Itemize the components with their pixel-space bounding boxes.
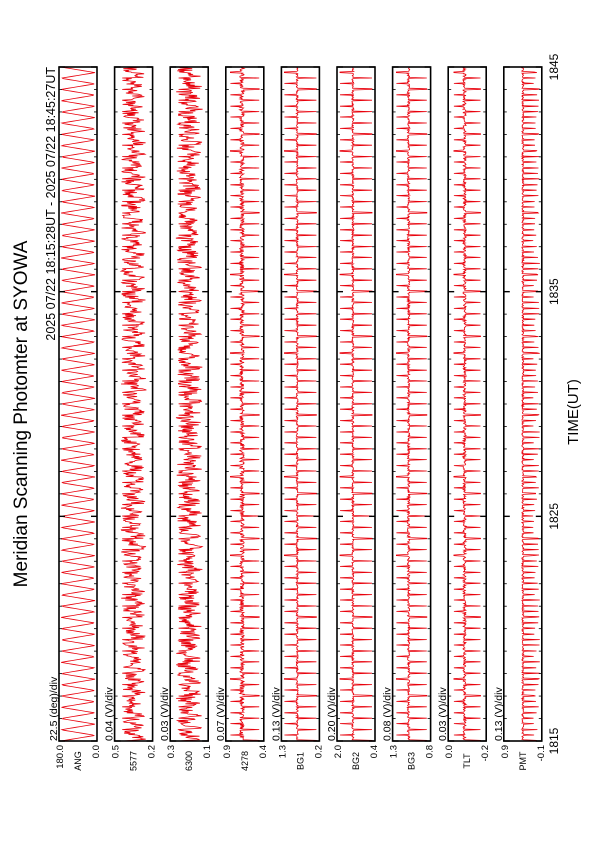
panel-scale-label: 0.13 (V)/div [493,687,505,741]
panel-ang: 22.5 (deg)/div 180.0 0.0 ANG [48,66,102,771]
y-tick-label-bottom: 0.0 [91,745,102,758]
y-tick-label-top: 0.3 [166,745,177,758]
panel-frame [58,66,98,742]
trace-bg3 [395,67,428,741]
trace-6300 [175,66,204,742]
y-tick-label-bottom: 0.8 [425,745,436,758]
panel-tlt: 0.03 (V)/div 0.0 -0.2 TLT [437,66,491,769]
panel-name-label: PMT [518,751,528,771]
panel-name-label: 6300 [184,751,194,771]
trace-pmt [520,66,541,742]
panel-6300: 0.03 (V)/div 0.3 0.1 6300 [159,66,213,771]
panel-scale-label: 0.03 (V)/div [437,687,449,741]
panel-name-label: 4278 [240,751,250,771]
panel-scale-label: 0.07 (V)/div [215,687,227,741]
chart-title: Meridian Scanning Photomter at SYOWA [11,240,32,587]
panel-name-label: BG2 [351,752,361,770]
panels-group: 22.5 (deg)/div 180.0 0.0 ANG 0.04 (V)/div 0.5… [48,66,547,771]
panel-scale-label: 22.5 (deg)/div [48,676,60,741]
trace-bg2 [339,67,373,741]
y-tick-label-top: 180.0 [55,745,66,769]
y-tick-label-top: 0.9 [222,745,233,758]
y-tick-label-top: 0.5 [111,745,122,758]
panel-pmt: 0.13 (V)/div 0.9 -0.1 PMT [493,66,547,771]
panel-name-label: BG1 [295,752,305,770]
panel-4278: 0.07 (V)/div 0.9 0.4 4278 [215,66,269,771]
time-tick-label: 1835 [547,278,561,305]
panel-name-label: BG3 [407,752,417,770]
trace-5577 [119,66,147,742]
y-tick-label-top: 1.3 [389,745,400,758]
y-tick-label-bottom: -0.2 [480,745,491,761]
y-tick-label-top: 0.0 [444,745,455,758]
trace-bg1 [283,66,317,741]
x-axis-label: TIME(UT) [565,379,582,445]
y-tick-label-bottom: 0.1 [202,745,213,758]
y-tick-label-top: 0.9 [500,745,511,758]
y-tick-label-bottom: 0.2 [313,745,324,758]
panel-frame [113,66,154,742]
time-tick-label: 1815 [547,727,561,754]
y-tick-label-bottom: 0.4 [369,745,380,758]
time-tick-label: 1845 [547,53,561,80]
trace-4278 [229,66,260,741]
y-tick-label-bottom: -0.1 [536,745,547,761]
trace-ang [60,66,96,742]
panel-scale-label: 0.04 (V)/div [104,687,116,741]
panel-name-label: 5577 [129,751,139,771]
time-tick-label: 1825 [547,503,561,530]
panel-scale-label: 0.20 (V)/div [326,687,338,741]
time-axis-ticks: 1815 1825 1835 1845 [547,53,561,754]
panel-name-label: ANG [73,751,83,771]
panel-scale-label: 0.13 (V)/div [270,687,282,741]
panel-scale-label: 0.08 (V)/div [382,687,394,741]
panel-bg1: 0.13 (V)/div 1.3 0.2 BG1 [270,66,324,770]
y-tick-label-bottom: 0.4 [258,745,269,758]
chart-subtitle: 2025 07/22 18:15:28UT - 2025 07/22 18:45… [44,67,58,341]
y-tick-label-top: 2.0 [333,745,344,758]
panel-scale-label: 0.03 (V)/div [159,687,171,741]
panel-bg3: 0.08 (V)/div 1.3 0.8 BG3 [382,66,436,770]
panel-bg2: 0.20 (V)/div 2.0 0.4 BG2 [326,66,380,770]
y-tick-label-top: 1.3 [277,745,288,758]
trace-tlt [453,66,481,741]
panel-5577: 0.04 (V)/div 0.5 0.2 5577 [104,66,158,771]
panel-name-label: TLT [462,753,472,769]
y-tick-label-bottom: 0.2 [147,745,158,758]
